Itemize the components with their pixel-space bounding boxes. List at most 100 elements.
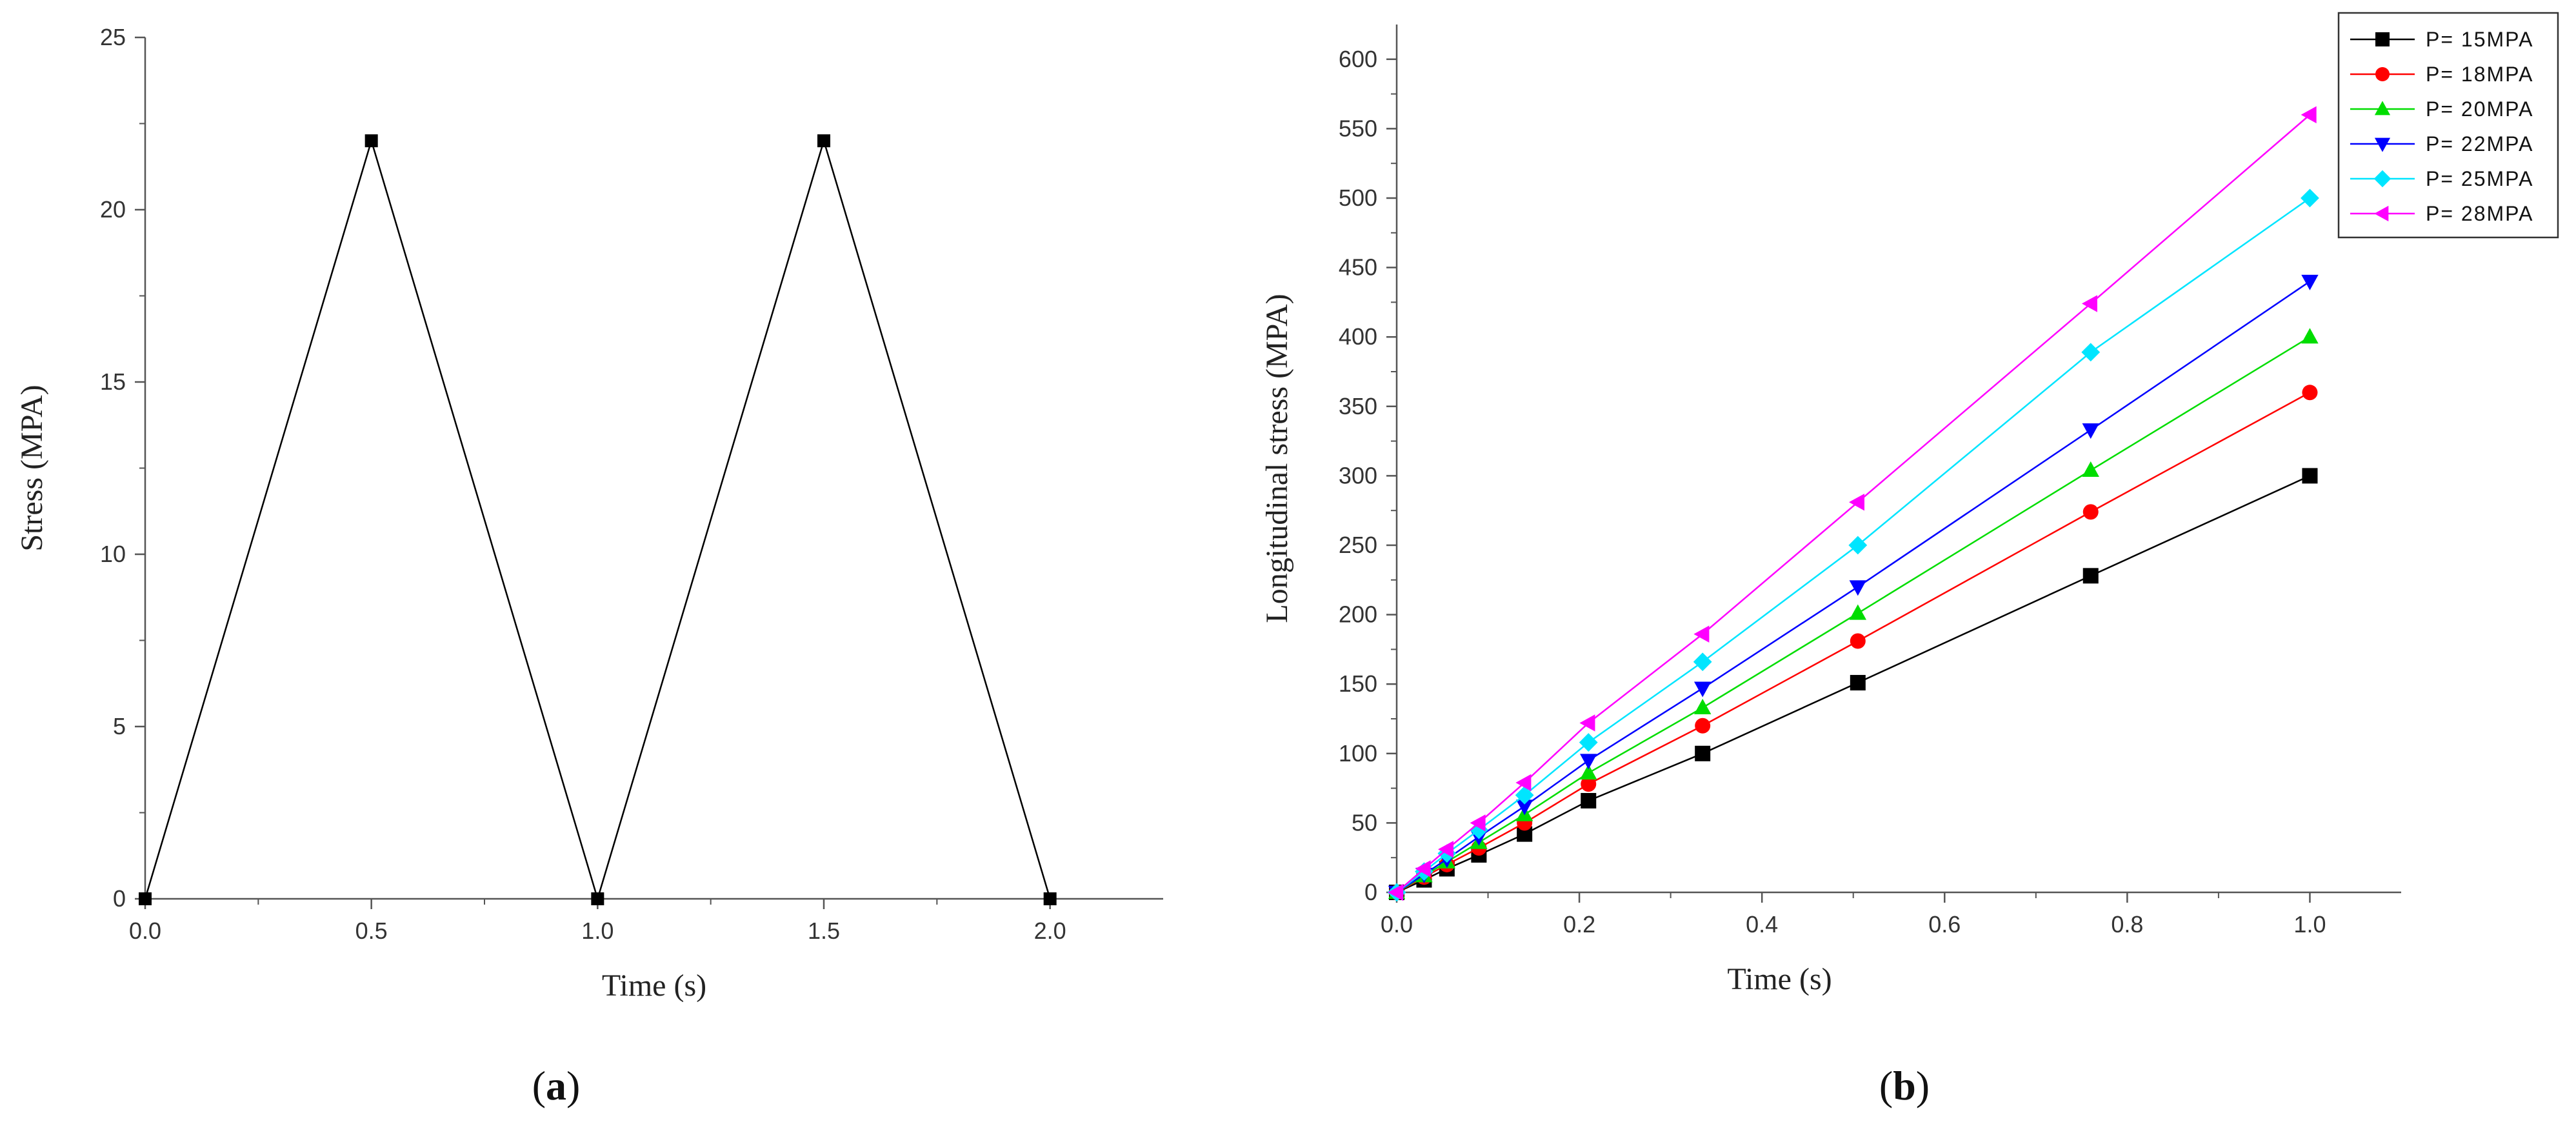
chart-b-series-line-0 xyxy=(1396,475,2310,894)
chart-a-x-tick-label: 1.5 xyxy=(808,918,840,944)
chart-b-x-tick-label: 0.2 xyxy=(1563,911,1595,938)
chart-b-legend-marker xyxy=(2375,32,2390,46)
chart-b-x-tick-label: 0.4 xyxy=(1746,911,1778,938)
chart-b-data-point xyxy=(2081,343,2101,362)
chart-b-data-point xyxy=(1849,580,1867,596)
chart-b-legend-marker xyxy=(2373,170,2391,188)
chart-b-legend-label: P= 28MPA xyxy=(2426,202,2533,225)
chart-b-y-tick-label: 150 xyxy=(1339,670,1377,697)
chart-a-x-axis-label: Time (s) xyxy=(602,968,706,1003)
chart-a-data-point xyxy=(139,892,152,905)
chart-b-data-point xyxy=(2082,461,2099,477)
chart-a-y-tick-label: 5 xyxy=(113,713,126,739)
chart-b-x-tick-label: 0.0 xyxy=(1381,911,1413,938)
chart-b-data-point xyxy=(1580,754,1597,770)
chart-b-data-point xyxy=(1581,776,1597,792)
chart-b-x-tick-label: 0.6 xyxy=(1928,911,1961,938)
chart-b-data-point xyxy=(2302,385,2318,401)
chart-a-x-tick-label: 2.0 xyxy=(1034,918,1066,944)
chart-b-y-tick-label: 500 xyxy=(1339,185,1377,211)
chart-b-data-point xyxy=(1695,718,1711,734)
chart-b-y-tick-label: 200 xyxy=(1339,601,1377,628)
chart-b-data-point xyxy=(1693,625,1710,643)
chart-b-data-point xyxy=(1848,536,1868,555)
panel-label-b: (b) xyxy=(1879,1063,1930,1109)
chart-a-y-tick-label: 0 xyxy=(113,885,126,912)
chart-b-data-point xyxy=(1515,799,1533,816)
chart-b-legend-label: P= 20MPA xyxy=(2426,97,2533,121)
chart-b-data-point xyxy=(1695,745,1711,761)
chart-b-data-point xyxy=(2082,504,2099,520)
panel-label-a: (a) xyxy=(532,1063,581,1109)
chart-b-data-point xyxy=(1581,792,1597,808)
chart-b-data-point xyxy=(1693,698,1712,714)
chart-b-data-point xyxy=(1580,764,1597,780)
chart-b-series-line-5 xyxy=(1396,114,2311,893)
chart-b-legend-box xyxy=(2337,12,2559,239)
chart-b-legend-marker xyxy=(2375,67,2390,81)
chart-b-series-line-3 xyxy=(1396,281,2311,894)
chart-b-y-tick-label: 300 xyxy=(1339,462,1377,488)
chart-b-data-point xyxy=(1849,604,1867,620)
chart-b-y-tick-label: 250 xyxy=(1339,532,1377,558)
chart-b-legend-label: P= 15MPA xyxy=(2426,28,2533,51)
chart-a-x-tick-label: 1.0 xyxy=(581,918,614,944)
chart-b-legend-label: P= 25MPA xyxy=(2426,167,2533,190)
chart-b-data-point xyxy=(1470,814,1486,832)
chart-b-data-point xyxy=(1849,494,1865,511)
chart-b-y-tick-label: 0 xyxy=(1364,879,1377,905)
chart-b-data-point xyxy=(1579,733,1598,752)
chart-a-data-point xyxy=(591,892,604,905)
chart-b-data-point xyxy=(2081,295,2097,312)
chart-b-series-line-2 xyxy=(1396,336,2311,894)
chart-b-data-point xyxy=(1469,820,1488,839)
chart-b-x-tick-label: 0.8 xyxy=(2111,911,2143,938)
chart-b-series-line-4 xyxy=(1396,197,2311,893)
chart-b-x-tick-label: 1.0 xyxy=(2293,911,2326,938)
chart-b-y-tick-label: 100 xyxy=(1339,740,1377,767)
chart-b-legend-marker xyxy=(2374,101,2391,115)
chart-a: 0 5 10 15 20 25 0.0 0.5 1.0 1.5 2.0 Time (s) Stress … xyxy=(15,24,1163,1003)
chart-b-data-point xyxy=(2082,568,2099,584)
chart-b-y-tick-label: 350 xyxy=(1339,393,1377,419)
chart-b-y-tick-label: 450 xyxy=(1339,254,1377,281)
chart-b-data-point xyxy=(1693,652,1712,672)
chart-a-data-point xyxy=(1043,892,1057,905)
chart-b-data-point xyxy=(2301,188,2319,208)
chart-a-y-tick-label: 20 xyxy=(100,196,126,223)
chart-b-data-point xyxy=(1515,774,1532,792)
chart-a-x-tick-label: 0.5 xyxy=(355,918,388,944)
chart-b-data-point xyxy=(1850,633,1866,649)
chart-b-data-point xyxy=(2301,328,2319,344)
chart-a-y-axis-label: Stress (MPA) xyxy=(15,385,49,551)
chart-b-data-point xyxy=(2302,468,2318,484)
chart-a-y-tick-label: 15 xyxy=(100,368,126,395)
chart-b: 0 50 100 150 200 250 300 350 400 450 500 550 600 0.0 0… xyxy=(1260,12,2559,996)
chart-b-y-tick-label: 600 xyxy=(1339,46,1377,72)
chart-b-data-point xyxy=(2082,423,2099,439)
chart-b-data-point xyxy=(1693,681,1712,697)
chart-b-data-point xyxy=(1388,883,1404,901)
chart-b-y-tick-label: 400 xyxy=(1339,323,1377,350)
chart-a-data-point xyxy=(817,134,830,148)
chart-a-y-tick-label: 10 xyxy=(100,541,126,567)
chart-b-data-point xyxy=(1415,860,1431,878)
chart-b-data-point xyxy=(1850,675,1866,691)
chart-b-legend-label: P= 22MPA xyxy=(2426,132,2533,156)
chart-a-x-tick-label: 0.0 xyxy=(129,918,161,944)
chart-b-legend-marker xyxy=(2374,137,2391,152)
chart-b-data-point xyxy=(1515,785,1534,805)
chart-b-data-point xyxy=(1579,714,1595,732)
chart-b-y-axis-label: Longitudinal stress (MPA) xyxy=(1260,294,1294,623)
chart-b-series-line-1 xyxy=(1396,392,2311,894)
chart-b-data-point xyxy=(2301,106,2317,124)
chart-b-data-point xyxy=(2301,274,2319,290)
chart-b-y-tick-label: 550 xyxy=(1339,115,1377,141)
chart-b-data-point xyxy=(1438,841,1454,858)
chart-a-y-tick-label: 25 xyxy=(100,24,126,50)
chart-a-data-point xyxy=(364,134,378,148)
chart-b-legend-label: P= 18MPA xyxy=(2426,63,2533,86)
chart-b-legend-marker xyxy=(2374,205,2389,222)
